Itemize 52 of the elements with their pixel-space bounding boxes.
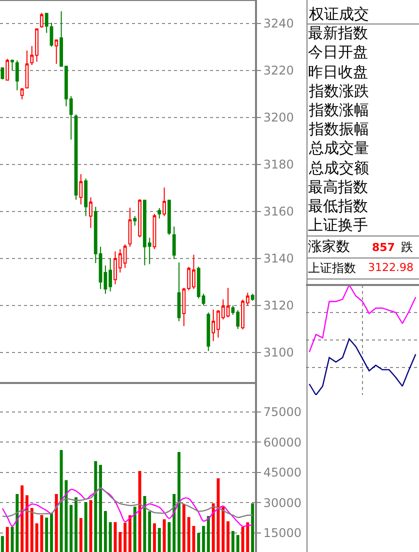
y-tick-label: 15000	[263, 526, 302, 540]
y-tick-label: 3220	[263, 64, 294, 78]
text: 上证换手	[308, 216, 368, 234]
text: 昨日收盘	[308, 63, 368, 81]
candlestick	[54, 39, 58, 64]
candlestick	[25, 50, 29, 88]
y-tick-label: 75000	[263, 404, 302, 419]
y-tick-label: 3180	[263, 158, 294, 172]
candlestick	[162, 187, 166, 217]
y-tick-label: 3160	[263, 204, 294, 219]
y-tick-label: 60000	[263, 435, 302, 450]
y-tick-label: 3200	[263, 110, 294, 125]
text: 最高指数	[308, 178, 368, 196]
candlestick	[84, 178, 88, 217]
text: 最低指数	[308, 197, 368, 215]
candlestick	[40, 12, 44, 28]
text: 857	[372, 241, 395, 254]
candlestick	[79, 174, 83, 205]
text: 3122.98	[368, 261, 414, 274]
text: 权证成交	[308, 5, 369, 23]
y-tick-label: 3100	[263, 346, 294, 360]
candlestick	[20, 88, 24, 100]
candlestick	[89, 196, 92, 228]
line-series	[2, 487, 254, 518]
y-tick-label: 3140	[263, 252, 294, 266]
text: 总成交额	[308, 159, 369, 177]
candlestick	[158, 207, 162, 220]
text: 跌	[401, 240, 413, 254]
text: 今日开盘	[308, 43, 368, 61]
candlestick	[6, 58, 10, 81]
text: 涨家数	[308, 239, 350, 255]
candlestick	[177, 262, 181, 322]
text: 指数涨跌	[308, 82, 369, 100]
candlestick	[206, 312, 210, 352]
candlestick	[128, 207, 132, 248]
line-series	[2, 488, 254, 527]
text: 上证指数	[308, 261, 356, 275]
candlestick	[167, 199, 171, 236]
text: 指数涨幅	[308, 101, 369, 119]
text: 指数振幅	[308, 120, 369, 138]
y-tick-label: 45000	[263, 466, 302, 480]
y-tick-label: 3120	[263, 298, 294, 313]
candlestick	[44, 12, 48, 34]
candlestick	[250, 293, 254, 302]
candlestick	[138, 198, 142, 238]
candlestick	[50, 22, 54, 48]
y-tick-label: 30000	[263, 496, 302, 510]
text: 最新指数	[308, 24, 368, 42]
candlestick	[133, 216, 137, 226]
y-tick-label: 3240	[263, 16, 294, 31]
text: 总成交量	[308, 139, 369, 157]
candlestick	[172, 226, 176, 260]
